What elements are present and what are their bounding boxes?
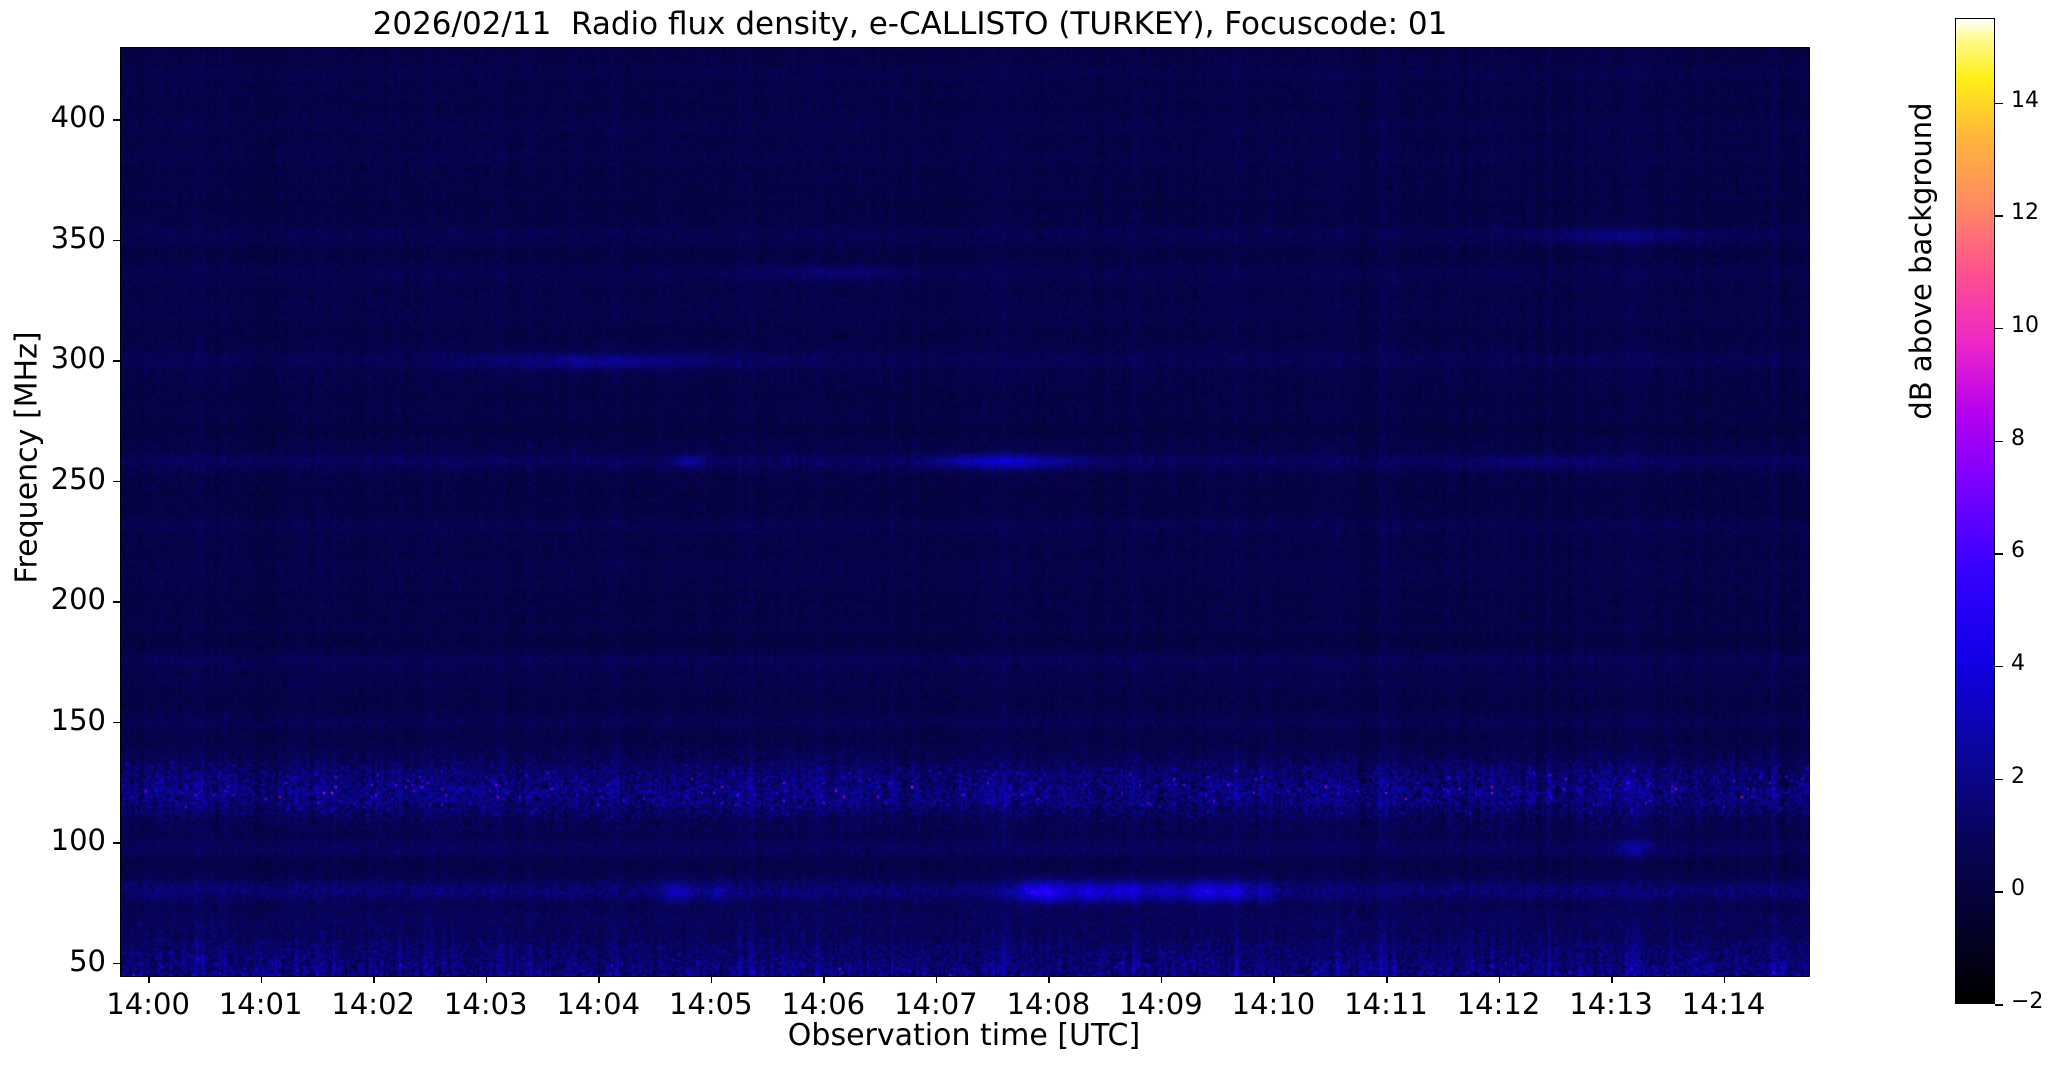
y-tick-mark — [113, 239, 120, 242]
colorbar — [1955, 18, 1995, 1004]
colorbar-tick-mark — [1995, 891, 2003, 893]
x-tick-label: 14:03 — [443, 987, 528, 1021]
y-tick-mark — [113, 360, 120, 362]
x-tick-label: 14:13 — [1569, 987, 1653, 1021]
page-title: 2026/02/11 Radio flux density, e-CALLIST… — [372, 6, 1448, 42]
x-tick-mark — [823, 976, 825, 983]
y-axis-label: Frequency [MHz] — [9, 331, 45, 584]
x-tick-label: 14:09 — [1119, 987, 1203, 1021]
colorbar-tick-label: 4 — [2011, 650, 2025, 676]
colorbar-tick-label: −2 — [2011, 989, 2044, 1014]
y-tick-label: 250 — [50, 461, 106, 496]
y-tick-label: 350 — [50, 220, 106, 255]
y-tick-label: 300 — [50, 341, 106, 376]
colorbar-tick-mark — [1995, 1004, 2003, 1006]
x-tick-label: 14:10 — [1231, 987, 1316, 1021]
colorbar-tick-label: 2 — [2011, 763, 2025, 789]
colorbar-tick-mark — [1995, 215, 2003, 217]
x-tick-label: 14:00 — [106, 987, 190, 1021]
x-tick-mark — [373, 976, 375, 983]
y-tick-mark — [113, 601, 120, 603]
colorbar-tick-mark — [1995, 327, 2003, 330]
y-tick-mark — [113, 721, 120, 724]
x-tick-mark — [1498, 976, 1501, 983]
y-tick-mark — [113, 480, 120, 483]
x-axis-label: Observation time [UTC] — [787, 1018, 1141, 1053]
y-tick-mark — [113, 962, 120, 965]
x-tick-label: 14:11 — [1344, 987, 1428, 1021]
y-tick-mark — [113, 842, 120, 844]
spectrogram-image — [121, 48, 1809, 976]
x-tick-label: 14:01 — [218, 987, 303, 1021]
x-tick-mark — [1273, 976, 1275, 983]
colorbar-label: dB above background — [1904, 102, 1938, 420]
colorbar-tick-mark — [1995, 440, 2003, 443]
colorbar-tick-label: 6 — [2011, 538, 2025, 564]
x-tick-mark — [1723, 976, 1726, 983]
y-tick-label: 50 — [69, 943, 106, 978]
x-tick-label: 14:07 — [894, 987, 978, 1021]
colorbar-tick-mark — [1995, 778, 2003, 781]
colorbar-tick-mark — [1995, 102, 2003, 104]
y-tick-mark — [113, 119, 120, 121]
x-tick-label: 14:02 — [331, 987, 415, 1021]
colorbar-tick-label: 14 — [2011, 87, 2039, 113]
x-tick-label: 14:06 — [781, 987, 866, 1021]
colorbar-gradient — [1956, 19, 1994, 1003]
x-tick-label: 14:12 — [1456, 987, 1541, 1021]
x-tick-mark — [935, 976, 938, 983]
y-tick-label: 100 — [50, 823, 106, 858]
x-tick-mark — [598, 976, 600, 983]
colorbar-tick-mark — [1995, 665, 2003, 668]
x-tick-mark — [485, 976, 488, 983]
x-tick-label: 14:04 — [556, 987, 641, 1021]
y-tick-label: 200 — [50, 582, 106, 617]
x-tick-label: 14:08 — [1006, 987, 1091, 1021]
x-tick-mark — [1386, 976, 1388, 983]
colorbar-tick-label: 8 — [2011, 425, 2025, 451]
colorbar-tick-label: 10 — [2011, 312, 2039, 338]
y-tick-label: 150 — [50, 702, 106, 737]
x-tick-mark — [260, 976, 263, 983]
colorbar-tick-label: 0 — [2011, 876, 2025, 902]
y-tick-label: 400 — [50, 100, 106, 135]
x-tick-mark — [710, 976, 713, 983]
spectrogram-plot-area — [120, 47, 1810, 977]
colorbar-tick-label: 12 — [2011, 200, 2039, 226]
x-tick-label: 14:05 — [669, 987, 753, 1021]
x-tick-mark — [1611, 976, 1613, 983]
x-tick-mark — [1048, 976, 1050, 983]
x-tick-mark — [1160, 976, 1163, 983]
x-tick-mark — [148, 976, 150, 983]
x-tick-label: 14:14 — [1681, 987, 1766, 1021]
colorbar-tick-mark — [1995, 553, 2003, 555]
